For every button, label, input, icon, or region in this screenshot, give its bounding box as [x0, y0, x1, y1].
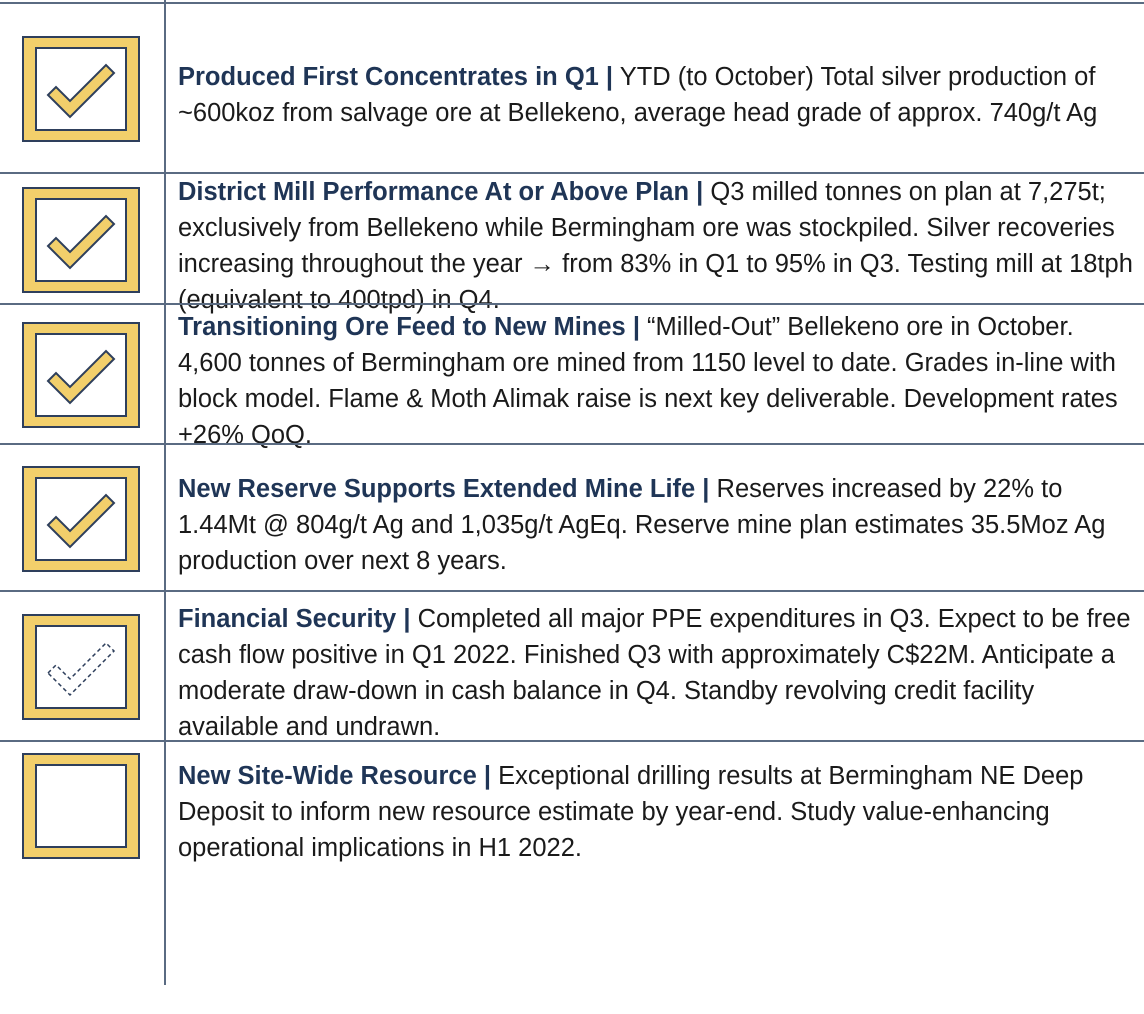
item-body: Reserves increased by 22% to 1.44Mt @ 80…: [178, 474, 1106, 575]
item-body: YTD (to October) Total silver production…: [178, 63, 1098, 127]
checklist-row: New Reserve Supports Extended Mine Life …: [0, 443, 1144, 590]
item-text: District Mill Performance At or Above Pl…: [178, 174, 1133, 318]
item-title: New Reserve Supports Extended Mine Life …: [178, 474, 710, 503]
item-body: Q3 milled tonnes on plan at 7,275t; excl…: [178, 178, 1133, 314]
column-divider: [164, 0, 166, 985]
checkbox: [22, 36, 140, 142]
item-text: New Reserve Supports Extended Mine Life …: [178, 471, 1133, 579]
checkbox: [22, 614, 140, 720]
checklist-row: District Mill Performance At or Above Pl…: [0, 172, 1144, 314]
item-text: Produced First Concentrates in Q1 | YTD …: [178, 59, 1133, 131]
checklist-row: Financial Security | Completed all major…: [0, 590, 1144, 741]
item-text: Financial Security | Completed all major…: [178, 601, 1133, 745]
checkbox: [22, 465, 140, 572]
item-body: Completed all major PPE expenditures in …: [178, 605, 1131, 741]
item-text: New Site-Wide Resource | Exceptional dri…: [178, 758, 1133, 866]
checkbox: [22, 186, 140, 293]
checkbox: [22, 322, 140, 428]
item-title: New Site-Wide Resource |: [178, 762, 491, 790]
item-title: Transitioning Ore Feed to New Mines |: [178, 313, 640, 341]
item-text: Transitioning Ore Feed to New Mines | “M…: [178, 309, 1133, 453]
item-title: Produced First Concentrates in Q1 |: [178, 63, 614, 91]
item-title: Financial Security |: [178, 605, 411, 633]
checkbox: [22, 753, 140, 859]
checklist-row: Produced First Concentrates in Q1 | YTD …: [0, 2, 1144, 172]
item-body: Exceptional drilling results at Bermingh…: [178, 762, 1084, 862]
item-title: District Mill Performance At or Above Pl…: [178, 178, 704, 206]
checklist-row: New Site-Wide Resource | Exceptional dri…: [0, 740, 1144, 868]
checklist-row: Transitioning Ore Feed to New Mines | “M…: [0, 303, 1144, 449]
